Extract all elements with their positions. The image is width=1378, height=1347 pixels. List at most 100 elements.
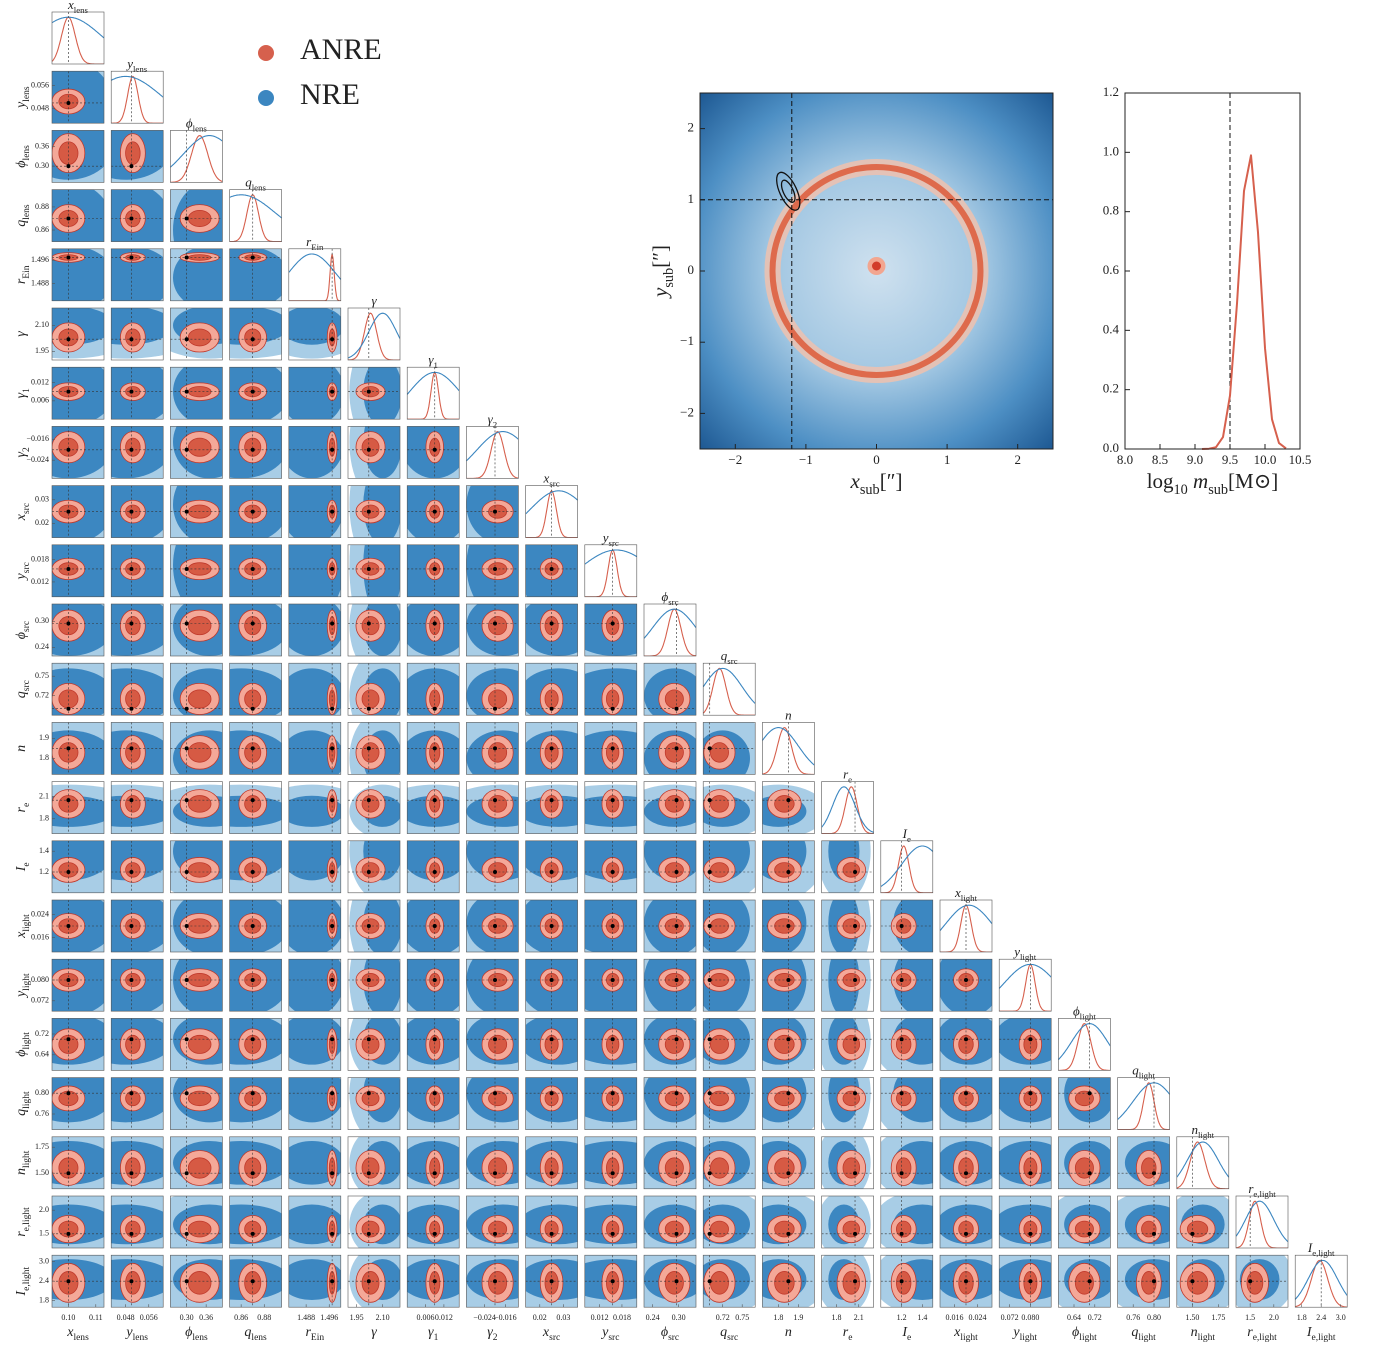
y-tick-label: 1.488	[31, 278, 49, 287]
axis-label: xlight	[14, 914, 32, 939]
truth-point	[708, 1232, 712, 1236]
anre-contour	[188, 1221, 211, 1237]
anre-contour	[1075, 1158, 1093, 1178]
anre-contour	[126, 142, 141, 165]
y-tick-label: 0.016	[31, 932, 49, 941]
truth-point	[964, 978, 968, 982]
label-part: γ	[371, 1325, 377, 1340]
truth-point	[433, 1091, 437, 1095]
axis-label: n	[785, 707, 792, 722]
truth-point	[367, 622, 371, 626]
truth-point	[251, 798, 255, 802]
truth-point	[786, 924, 790, 928]
axis-label: qlens	[244, 1325, 267, 1343]
panel-frame	[1125, 93, 1300, 449]
label-part: γ	[14, 331, 29, 337]
panel-background	[881, 841, 933, 893]
axis-label: ϕlens	[185, 1325, 208, 1343]
truth-point	[185, 1279, 189, 1283]
truth-point	[611, 707, 615, 711]
label-part: q	[14, 1109, 29, 1116]
x-tick-label: 0.80	[1147, 1313, 1161, 1322]
x-tick-label: 0.72	[1088, 1313, 1102, 1322]
label-part: lens	[22, 86, 32, 102]
label-part: src	[549, 1333, 560, 1343]
label-part: src	[22, 621, 32, 632]
anre-contour	[665, 1271, 683, 1294]
label-part: sub	[860, 482, 880, 498]
x-tick-label: 2.0	[1269, 1313, 1279, 1322]
truth-point	[330, 798, 334, 802]
truth-point	[708, 978, 712, 982]
figure: xlensylensϕlensqlensrEinγγ1γ2xsrcysrcϕsr…	[0, 0, 1378, 1347]
axis-label: Ie,light	[1306, 1325, 1336, 1343]
axis-label: ysrc	[600, 1325, 619, 1343]
x-tick-label: 2	[1014, 452, 1021, 467]
truth-point	[786, 1232, 790, 1236]
anre-contour	[126, 1271, 141, 1294]
diagonal-panel	[466, 426, 518, 478]
anre-contour	[775, 1158, 795, 1178]
anre-contour	[710, 1035, 728, 1053]
truth-point	[330, 510, 334, 514]
axis-label: rEin	[305, 1325, 324, 1343]
diagonal-panel	[526, 486, 578, 538]
truth-point	[251, 707, 255, 711]
label-part: light	[22, 1032, 32, 1050]
truth-point	[1028, 1091, 1032, 1095]
axis-label: ysub[″]	[648, 245, 677, 299]
truth-point	[675, 746, 679, 750]
anre-contour	[775, 863, 795, 878]
label-part: e	[848, 775, 852, 785]
anre-contour	[188, 863, 211, 878]
anre-contour	[710, 743, 728, 763]
truth-point	[185, 798, 189, 802]
label-part: Ein	[311, 242, 324, 252]
truth-point	[66, 101, 70, 105]
anre-contour	[665, 796, 683, 813]
anre-contour	[489, 1271, 507, 1294]
axis-label: ϕlight	[14, 1032, 32, 1057]
label-part: n	[785, 707, 792, 722]
axis-label: ylight	[1011, 1325, 1037, 1343]
diagonal-panel	[585, 545, 637, 597]
truth-point	[853, 924, 857, 928]
anre-contour	[489, 743, 507, 763]
truth-point	[611, 1091, 615, 1095]
label-part: Ein	[311, 1333, 324, 1343]
truth-point	[185, 1171, 189, 1175]
label-part: src	[727, 656, 737, 666]
truth-point	[129, 622, 133, 626]
truth-point	[185, 924, 189, 928]
truth-point	[611, 746, 615, 750]
label-part: n	[785, 1325, 792, 1340]
truth-point	[66, 798, 70, 802]
label-part: e	[22, 803, 32, 807]
truth-point	[493, 798, 497, 802]
truth-point	[433, 448, 437, 452]
label-part: [M⊙]	[1228, 469, 1278, 493]
label-part: light	[22, 914, 32, 932]
truth-point	[550, 622, 554, 626]
truth-point	[675, 1037, 679, 1041]
lens-core	[872, 262, 881, 271]
label-part: ϕ	[14, 160, 29, 167]
x-tick-label: 8.0	[1117, 452, 1133, 467]
truth-point	[367, 1232, 371, 1236]
y-tick-label: 1.5	[39, 1229, 49, 1238]
truth-point	[433, 924, 437, 928]
truth-point	[330, 870, 334, 874]
truth-point	[900, 1279, 904, 1283]
truth-point	[66, 924, 70, 928]
truth-point	[66, 1279, 70, 1283]
truth-point	[675, 1279, 679, 1283]
anre-contour	[126, 617, 141, 635]
legend-marker	[258, 90, 274, 106]
label-part: ϕ	[661, 1325, 668, 1340]
truth-point	[1190, 1279, 1194, 1283]
truth-point	[129, 510, 133, 514]
diagonal-panel	[1058, 1018, 1110, 1070]
truth-point	[611, 870, 615, 874]
anre-contour	[775, 796, 795, 813]
y-tick-label: 0.75	[35, 671, 49, 680]
